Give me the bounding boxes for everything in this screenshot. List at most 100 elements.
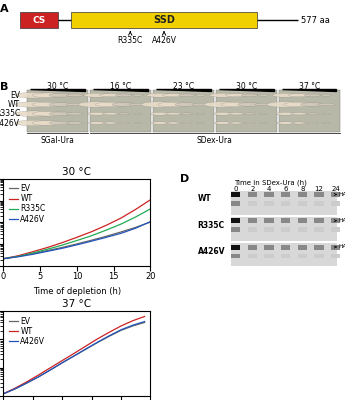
Circle shape [226,94,247,97]
EV [1,391,6,396]
A426V [37,374,41,379]
WT [13,386,17,390]
Bar [264,228,274,232]
Bar [331,218,341,223]
Line: A426V: A426V [3,322,145,394]
Text: A: A [0,4,9,14]
Text: 37 °C: 37 °C [299,82,320,91]
Bar [281,192,290,197]
Bar [314,201,324,206]
WT [31,249,35,254]
Text: 577 aa: 577 aa [301,16,330,24]
Circle shape [103,113,118,115]
Circle shape [141,102,178,107]
Bar [314,228,324,232]
Circle shape [166,113,181,115]
EV [13,386,17,391]
Text: R335C: R335C [197,221,225,230]
Bar [298,228,307,232]
EV [131,324,135,328]
Bar [264,192,274,197]
Title: 30 °C: 30 °C [62,167,91,177]
Bar [231,228,240,232]
Circle shape [134,122,141,124]
Circle shape [197,122,204,124]
Polygon shape [282,89,336,91]
Bar [231,217,337,241]
Circle shape [288,94,310,97]
Line: EV: EV [3,322,145,394]
Circle shape [66,122,83,124]
Circle shape [119,122,129,124]
Line: WT: WT [3,316,145,394]
Bar [248,245,257,250]
Text: 6: 6 [284,186,288,192]
Circle shape [129,103,146,106]
EV [107,334,111,339]
WT [25,379,29,384]
WT [84,344,88,348]
Circle shape [257,94,269,96]
EV [119,328,123,333]
Bar [331,254,341,258]
A426V [72,354,76,358]
Circle shape [104,122,117,124]
A426V [90,239,94,244]
Bar [264,245,274,250]
EV [46,248,50,253]
Bar [231,192,240,197]
Circle shape [162,94,184,97]
Bar [331,192,341,197]
Circle shape [228,113,244,115]
Text: R335C: R335C [0,109,20,118]
Circle shape [150,112,169,115]
Bar [231,191,337,215]
Bar [281,245,290,250]
WT [72,351,76,356]
Bar [298,192,307,197]
Circle shape [32,102,63,107]
WT [119,324,123,328]
A426V [1,391,6,396]
Circle shape [292,113,307,115]
Circle shape [196,113,205,114]
A426V [131,323,135,328]
Circle shape [179,94,195,96]
EV [60,245,64,250]
Text: EV: EV [10,91,20,100]
WT [60,240,64,245]
Bar [248,192,257,197]
Text: 4: 4 [267,186,271,192]
A426V [13,386,17,391]
Text: 30 °C: 30 °C [47,82,68,91]
Circle shape [214,122,231,124]
WT [131,318,135,323]
A426V [31,252,35,257]
EV [84,347,88,352]
Circle shape [100,94,121,97]
Circle shape [292,122,306,124]
Circle shape [116,94,132,96]
WT [37,372,41,377]
Circle shape [49,121,73,125]
Text: SDex-Ura: SDex-Ura [197,136,233,145]
WT [119,216,123,220]
Bar [264,254,274,258]
A426V [1,256,6,261]
EV [148,220,152,224]
A426V [119,231,123,236]
Text: A426V: A426V [0,118,20,128]
Text: WT: WT [197,194,211,203]
EV [119,230,123,234]
A426V [16,254,20,259]
Bar [231,245,240,250]
Polygon shape [30,89,85,91]
Text: 16 °C: 16 °C [110,82,131,91]
Bar [314,254,324,258]
A426V [148,219,152,224]
Bar [298,245,307,250]
Bar [298,201,307,206]
Circle shape [112,103,136,106]
Polygon shape [156,89,211,91]
EV [104,234,108,239]
